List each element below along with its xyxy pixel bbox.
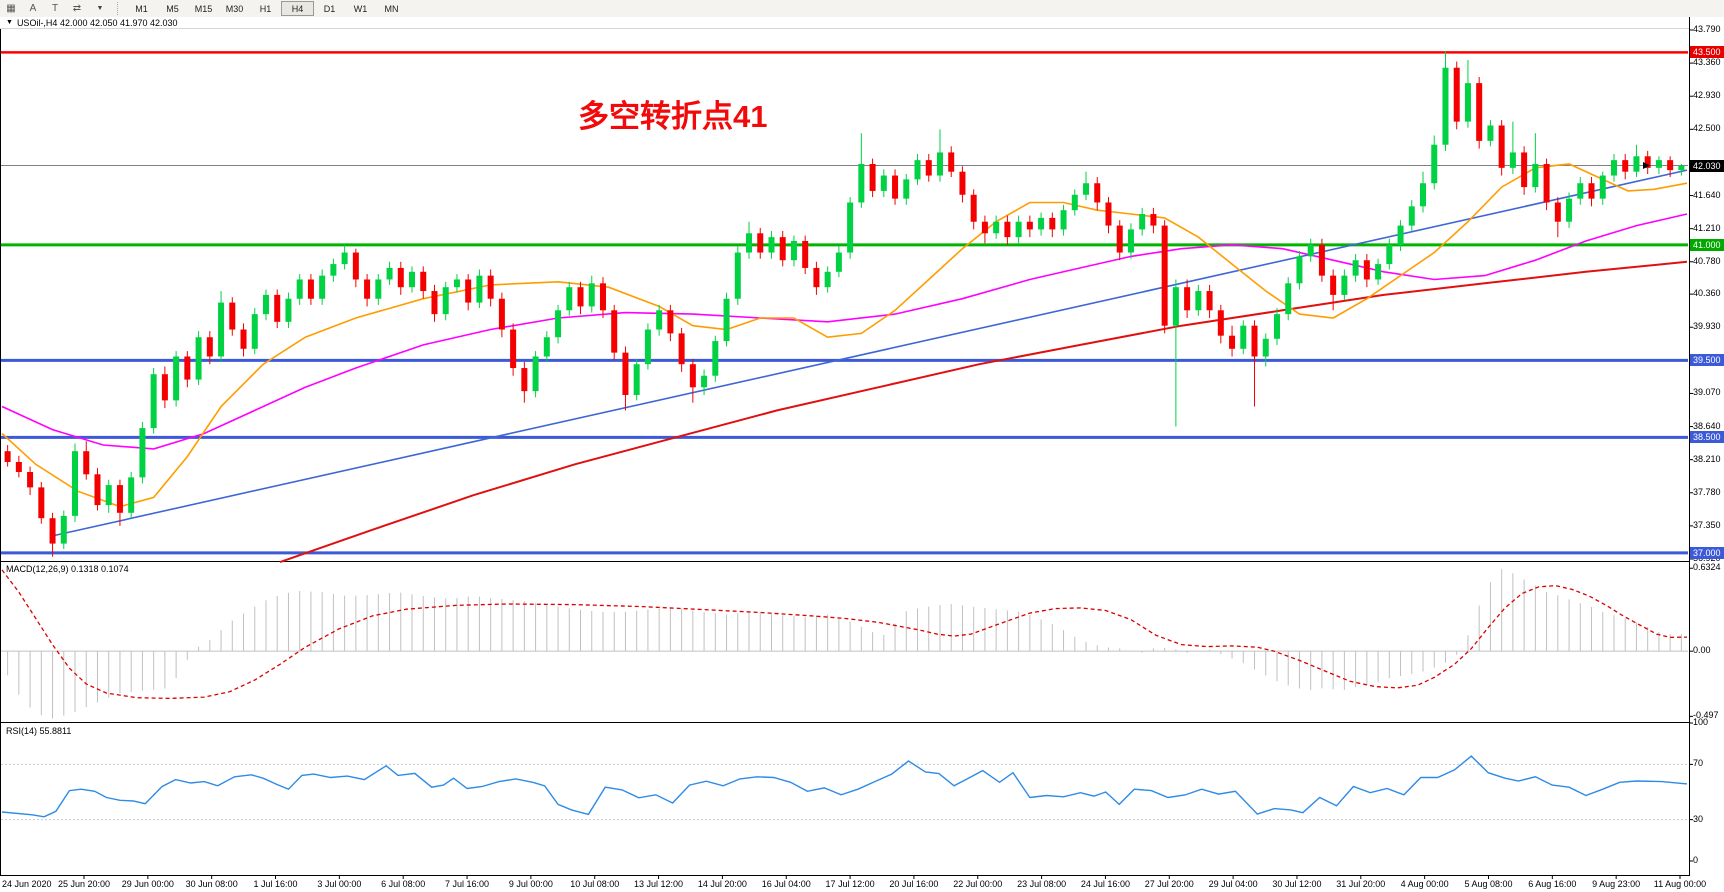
time-label: 14 Jul 20:00 [697,879,747,889]
timeframe-button-mn[interactable]: MN [384,3,399,14]
pane-divider[interactable] [0,721,1690,724]
time-label: 16 Jul 04:00 [761,879,811,889]
price-tick-40.780: 40.780 [1693,255,1721,266]
time-label: 5 Aug 08:00 [1464,879,1513,889]
time-label: 29 Jul 04:00 [1208,879,1258,889]
cursor-tools-icon-button[interactable]: ⇄ [72,3,82,14]
price-badge-38.500: 38.500 [1690,431,1724,444]
time-label: 30 Jul 12:00 [1272,879,1322,889]
rsi-tick-0: 0 [1693,855,1699,865]
price-badge-42.030: 42.030 [1690,159,1724,172]
price-tick-38.640: 38.640 [1693,420,1721,431]
price-tick-39.930: 39.930 [1693,321,1721,332]
time-label: 24 Jul 16:00 [1080,879,1130,889]
rsi-tick-30: 30 [1693,813,1704,824]
price-tick-41.640: 41.640 [1693,189,1721,200]
time-label: 4 Aug 00:00 [1400,879,1449,889]
text-box-icon-button[interactable]: T [51,3,59,14]
time-label: 29 Jun 00:00 [121,879,174,889]
rsi-tick-100: 100 [1693,717,1709,727]
price-badge-41.000: 41.000 [1690,238,1724,251]
macd-indicator-label: MACD(12,26,9) 0.1318 0.1074 [6,564,129,574]
time-label: 13 Jul 12:00 [634,879,684,889]
toolbar-separator [117,2,123,15]
time-label: 7 Jul 16:00 [445,879,490,889]
time-label: 6 Jul 08:00 [381,879,426,889]
symbol-ohlc-strip[interactable]: ▼ USOil-,H4 42.000 42.050 41.970 42.030 [0,17,1689,29]
time-axis[interactable]: 24 Jun 2020 25 Jun 20:00 29 Jun 00:00 30 Ju… [0,877,1724,892]
timeframe-button-d1[interactable]: D1 [323,3,336,14]
time-label: 17 Jul 12:00 [825,879,875,889]
time-label: 27 Jul 20:00 [1144,879,1194,889]
grid-icon-button[interactable]: ▦ [6,3,16,14]
time-label: 25 Jun 20:00 [57,879,111,889]
time-label: 30 Jun 08:00 [185,879,238,889]
time-label: 3 Jul 00:00 [317,879,362,889]
last-price-arrow [1643,162,1650,170]
price-badge-39.500: 39.500 [1690,354,1724,367]
candles-layer [4,50,1685,557]
macd-signal-line [1,569,1688,700]
price-axis[interactable]: 43.790 43.360 42.930 42.500 41.640 41.210 40.7… [1690,17,1724,876]
chart-window[interactable]: ▼ USOil-,H4 42.000 42.050 41.970 42.030 … [0,17,1724,892]
timeframe-button-m5[interactable]: M5 [166,3,179,14]
price-tick-37.350: 37.350 [1693,519,1721,530]
time-label: 10 Jul 08:00 [570,879,620,889]
price-tick-43.360: 43.360 [1693,57,1721,68]
price-tick-38.210: 38.210 [1693,453,1721,464]
time-label: 22 Jul 00:00 [953,879,1003,889]
price-badge-43.500: 43.500 [1690,46,1724,59]
price-tick-42.500: 42.500 [1693,123,1721,134]
timeframe-button-m15[interactable]: M15 [194,3,213,14]
time-label: 11 Aug 00:00 [1653,879,1707,889]
ma-orange-line [1,163,1688,508]
time-label: 1 Jul 16:00 [253,879,298,889]
timeframe-button-m30[interactable]: M30 [225,3,244,14]
price-tick-37.780: 37.780 [1693,486,1721,497]
price-tick-42.930: 42.930 [1693,90,1721,101]
symbol-ohlc-text: USOil-,H4 42.000 42.050 41.970 42.030 [16,17,178,28]
time-label: 6 Aug 16:00 [1528,879,1577,889]
rsi-indicator-label: RSI(14) 55.8811 [6,726,72,736]
rsi-tick-70: 70 [1693,758,1704,769]
letter-a-icon-button[interactable]: A [29,3,37,14]
macd-tick-0.6324: 0.6324 [1693,562,1721,573]
ma-magenta-line [1,213,1688,450]
pane-divider[interactable] [0,560,1690,563]
time-label: 24 Jun 2020 [2,879,52,889]
time-label: 20 Jul 16:00 [889,879,939,889]
macd-tick--0.497: -0.497 [1693,710,1719,721]
collapse-arrow-icon[interactable]: ▼ [6,19,13,26]
macd-tick-0.00: 0.00 [1693,645,1711,656]
timeframe-button-h1[interactable]: H1 [259,3,272,14]
chart-annotation-text: 多空转折点41 [578,99,768,134]
horizontal-level-lines [1,51,1688,555]
rsi-line [1,755,1688,818]
ma-red-line [279,260,1688,564]
price-tick-43.790: 43.790 [1693,24,1721,34]
chart-toolbar: ▦ A T ⇄ ▼ M1 M5 M15 M30 H1 H4 D1 W1 MN [0,0,1724,18]
tools-dropdown-caret[interactable]: ▼ [96,5,104,12]
time-label: 9 Jul 00:00 [508,879,553,889]
chart-canvas[interactable] [0,17,1724,892]
price-tick-41.210: 41.210 [1693,222,1721,233]
macd-histogram [7,569,1682,719]
timeframe-button-w1[interactable]: W1 [353,3,368,14]
timeframe-button-m1[interactable]: M1 [135,3,148,14]
time-label: 9 Aug 23:00 [1592,879,1641,889]
time-label: 23 Jul 08:00 [1017,879,1067,889]
time-label: 31 Jul 20:00 [1336,879,1386,889]
price-tick-40.360: 40.360 [1693,288,1721,299]
price-badge-37.000: 37.000 [1690,546,1724,559]
timeframe-button-h4[interactable]: H4 [281,1,314,16]
trendline[interactable] [52,169,1688,537]
price-tick-39.070: 39.070 [1693,387,1721,398]
